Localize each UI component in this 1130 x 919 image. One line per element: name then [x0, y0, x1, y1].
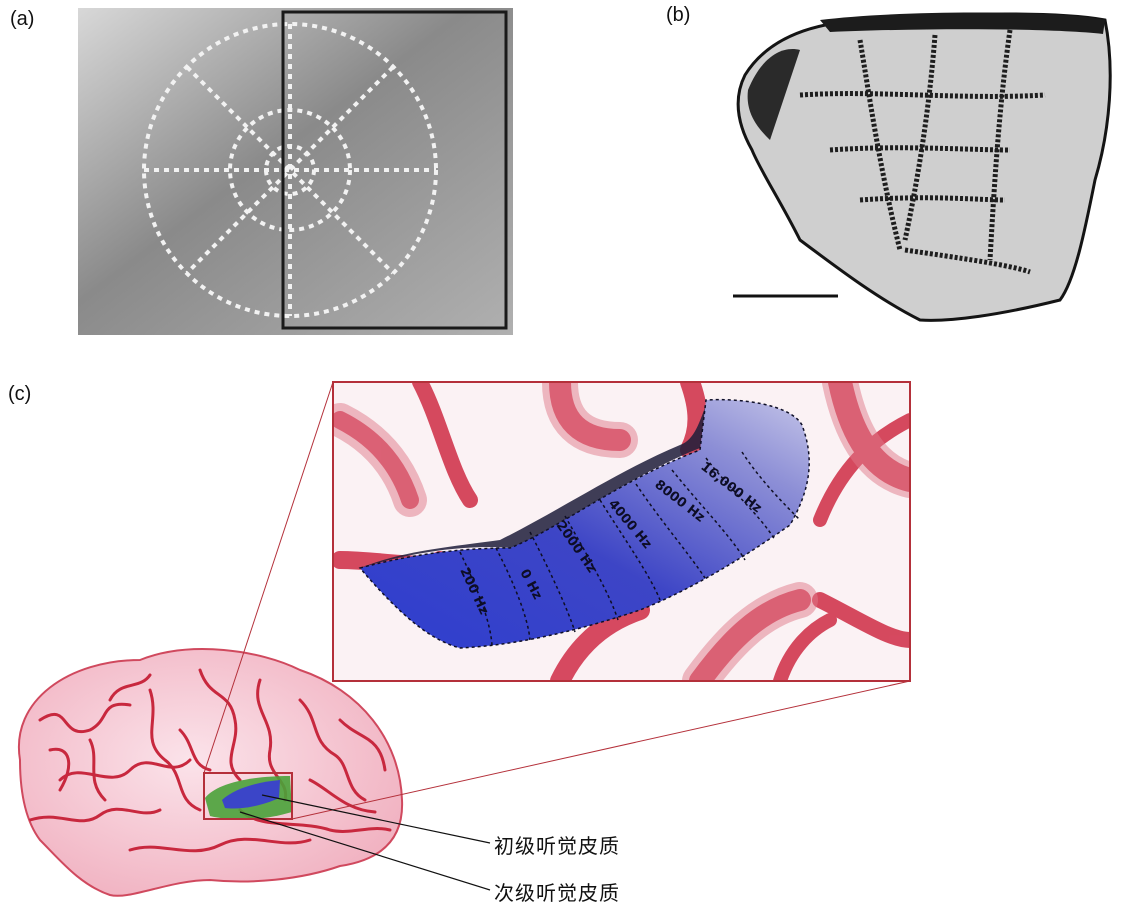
- panel-b-cortex-image: [733, 12, 1112, 322]
- callout-leaders: [239, 794, 491, 891]
- label-secondary-auditory-cortex: 次级听觉皮质: [494, 881, 620, 905]
- freq-label-16000: 16,000 Hz: [698, 459, 765, 516]
- polar-grid-pattern: [142, 22, 438, 318]
- zoom-vessels: [333, 382, 910, 681]
- zoom-frame: [332, 381, 911, 682]
- cortical-grid-lines: [799, 29, 1046, 275]
- freq-label-4000: 4000 Hz: [605, 497, 655, 552]
- tonotopic-region: [358, 398, 810, 649]
- panel-label-c: (c): [8, 383, 32, 405]
- freq-label-200: 200 Hz: [456, 565, 491, 617]
- freq-label-8000: 8000 Hz: [652, 477, 708, 525]
- hemifield-frame: [281, 10, 508, 330]
- primary-auditory-area: [222, 780, 280, 809]
- zoom-connector-lines: [203, 381, 911, 820]
- panel-a-stimulus-image: [78, 8, 513, 335]
- freq-label-500: 0 Hz: [516, 567, 544, 602]
- panel-label-b: (b): [666, 4, 691, 26]
- brain-illustration: [17, 648, 404, 897]
- zoom-source-box: [203, 772, 293, 820]
- iso-frequency-bands: [459, 451, 801, 646]
- panel-label-a: (a): [10, 8, 35, 30]
- label-primary-auditory-cortex: 初级听觉皮质: [494, 834, 620, 858]
- tonotopic-zoom-panel: [332, 381, 911, 682]
- freq-label-2000: 2000 Hz: [553, 519, 599, 576]
